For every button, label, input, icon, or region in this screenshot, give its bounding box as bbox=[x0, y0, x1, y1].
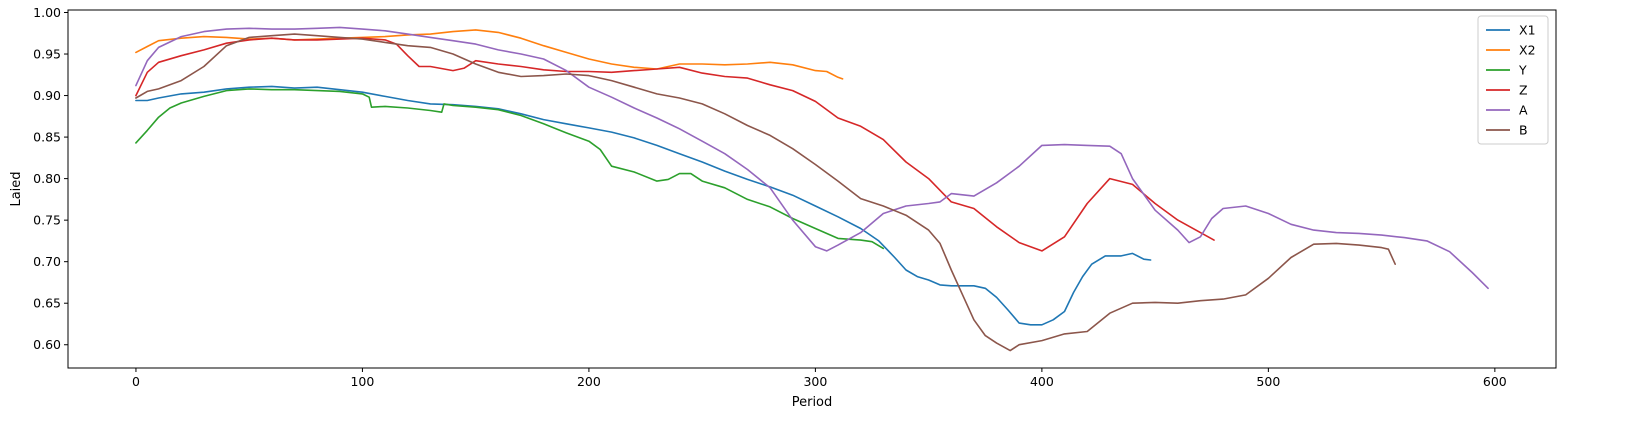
y-axis: 0.60 0.65 0.70 0.75 0.80 0.85 0.90 0.95 1.00 bbox=[33, 5, 68, 352]
y-tick-label: 0.90 bbox=[33, 88, 61, 103]
x-tick-label: 600 bbox=[1483, 374, 1507, 389]
y-tick-label: 0.65 bbox=[33, 296, 61, 311]
legend-box bbox=[1477, 15, 1549, 145]
y-tick-label: 0.95 bbox=[33, 47, 61, 62]
series-line-y bbox=[135, 88, 885, 250]
y-tick-label: 0.60 bbox=[33, 337, 61, 352]
plot-frame bbox=[67, 9, 1557, 369]
x-tick-label: 200 bbox=[577, 374, 601, 389]
legend-label: X2 bbox=[1519, 43, 1536, 58]
legend-label: Z bbox=[1519, 83, 1528, 98]
y-tick-label: 0.85 bbox=[33, 130, 61, 145]
y-axis-label: Laied bbox=[9, 171, 24, 206]
x-tick-label: 300 bbox=[803, 374, 827, 389]
x-axis-label: Period bbox=[792, 395, 833, 410]
series-line-z bbox=[135, 37, 1215, 252]
x-tick-label: 500 bbox=[1256, 374, 1280, 389]
series-layer bbox=[135, 26, 1489, 352]
x-axis: 0 100 200 300 400 500 600 bbox=[132, 368, 1507, 389]
x-tick-label: 0 bbox=[132, 374, 140, 389]
series-line-a bbox=[135, 26, 1489, 290]
y-tick-label: 1.00 bbox=[33, 5, 61, 20]
series-line-x2 bbox=[135, 29, 844, 80]
legend-label: A bbox=[1519, 103, 1528, 118]
x-tick-label: 100 bbox=[350, 374, 374, 389]
x-tick-label: 400 bbox=[1030, 374, 1054, 389]
y-tick-label: 0.75 bbox=[33, 213, 61, 228]
legend-label: X1 bbox=[1519, 23, 1536, 38]
series-line-b bbox=[135, 33, 1396, 352]
legend-label: Y bbox=[1518, 63, 1527, 78]
y-tick-label: 0.80 bbox=[33, 171, 61, 186]
y-tick-label: 0.70 bbox=[33, 254, 61, 269]
series-line-x1 bbox=[135, 85, 1152, 326]
legend-label: B bbox=[1519, 123, 1528, 138]
